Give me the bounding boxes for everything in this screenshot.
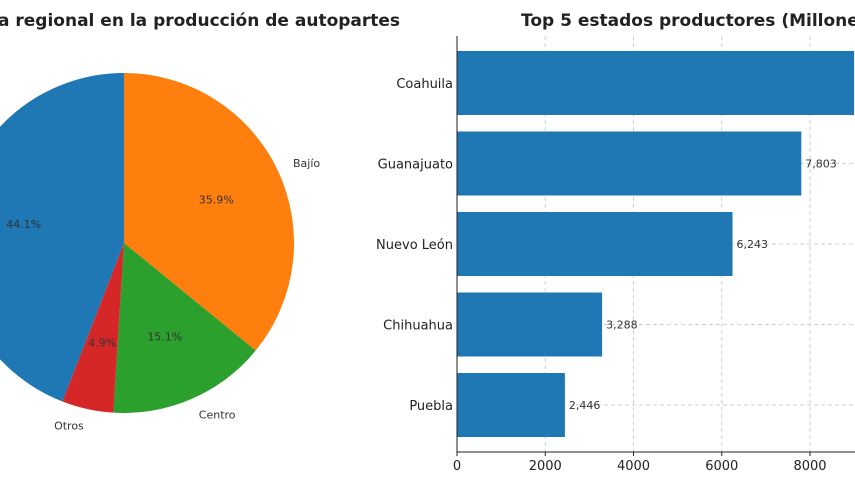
pie-slice-otros — [62, 243, 124, 413]
value-label-puebla: 2,446 — [569, 399, 601, 412]
bar-nuevo-leon — [457, 212, 733, 276]
category-label-puebla: Puebla — [409, 399, 453, 414]
value-label-guanajuato: 7,803 — [805, 158, 837, 171]
category-label-guanajuato: Guanajuato — [378, 158, 453, 173]
bar-puebla — [457, 373, 565, 437]
pie-labels: 35.9% Bajío 15.1% Centro 4.9% Otros 44.1% — [6, 157, 320, 433]
pie-slice-centro — [113, 243, 256, 413]
x-tick-label-6000: 6000 — [705, 459, 738, 474]
pie-pct-label-unlabeled: 44.1% — [6, 218, 41, 231]
value-label-chihuahua: 3,288 — [606, 319, 638, 332]
x-tick-label-4000: 4000 — [617, 459, 650, 474]
pie-title: a regional en la producción de autoparte… — [0, 11, 400, 31]
pie-category-label-otros: Otros — [54, 420, 84, 433]
x-tick-label-2000: 2000 — [529, 459, 562, 474]
bar-chihuahua — [457, 292, 603, 357]
pie-chart: a regional en la producción de autoparte… — [0, 11, 400, 433]
bar-coahuila — [457, 51, 855, 115]
x-tick-label-0: 0 — [453, 459, 461, 474]
bar-bars — [457, 51, 855, 437]
category-label-coahuila: Coahuila — [396, 77, 453, 92]
pie-slice-unlabeled — [0, 73, 124, 402]
value-label-nuevo-leon: 6,243 — [737, 238, 769, 251]
pie-pct-label-centro: 15.1% — [147, 331, 182, 344]
bar-guanajuato — [457, 131, 802, 196]
pie-pct-label-baj-o: 35.9% — [199, 193, 234, 206]
pie-category-label-centro: Centro — [199, 408, 236, 421]
bar-title: Top 5 estados productores (Millones U — [521, 11, 855, 31]
pie-category-label-baj-o: Bajío — [293, 157, 320, 170]
pie-pct-label-otros: 4.9% — [88, 337, 116, 350]
x-tick-label-8000: 8000 — [793, 459, 826, 474]
pie-slice-baj-o — [124, 73, 295, 351]
bar-axes: Coahuila Guanajuato 7,803 Nuevo León 6,243 Ch… — [376, 36, 855, 474]
category-label-nuevo-leon: Nuevo León — [376, 238, 453, 253]
category-label-chihuahua: Chihuahua — [383, 319, 453, 334]
pie-slices — [0, 73, 295, 413]
bar-chart: Top 5 estados productores (Millones U Co… — [376, 11, 855, 474]
